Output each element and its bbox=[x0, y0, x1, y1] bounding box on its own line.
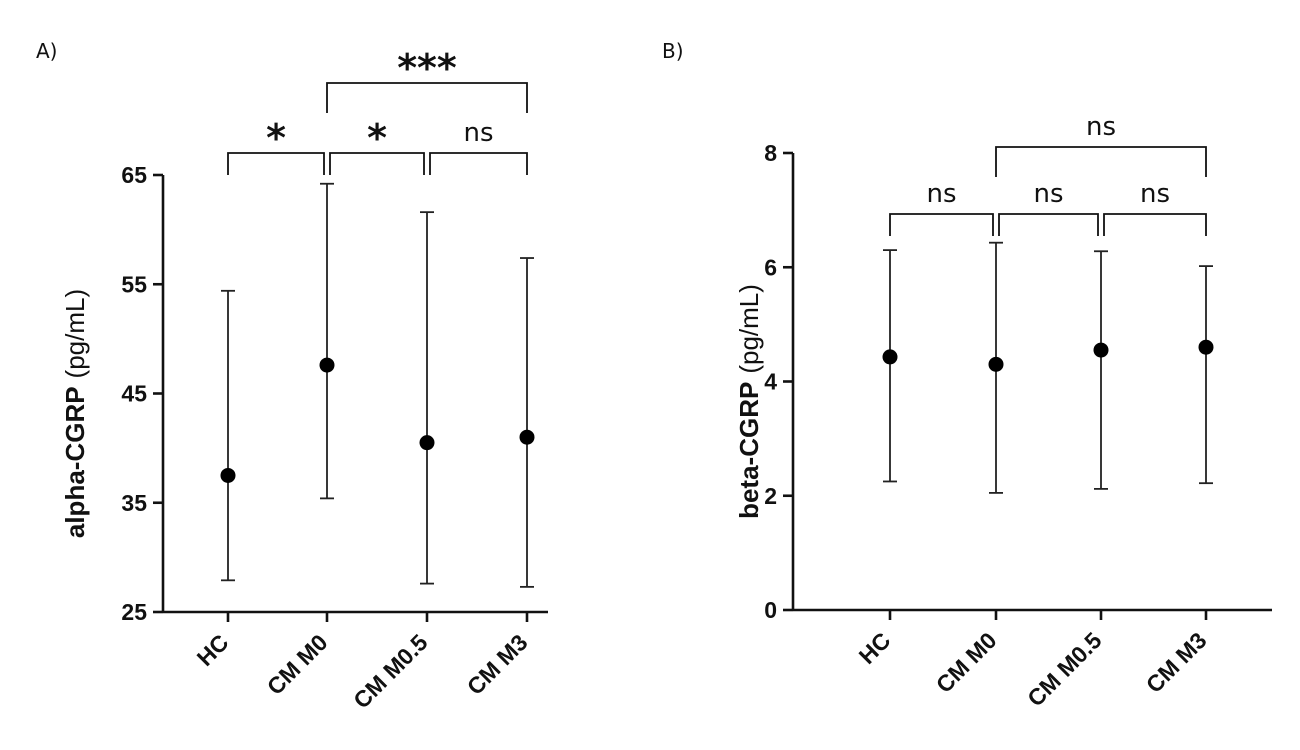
data-point bbox=[988, 356, 1004, 372]
significance-bracket bbox=[995, 146, 1207, 177]
y-axis-title-unit: (pg/mL) bbox=[60, 289, 90, 379]
x-tick-label: CM M0.5 bbox=[1022, 627, 1106, 711]
significance-label: ns bbox=[926, 179, 956, 209]
y-tick-label: 4 bbox=[764, 369, 777, 395]
x-tick-label: CM M0 bbox=[262, 629, 333, 700]
y-axis-title-unit: (pg/mL) bbox=[734, 284, 764, 374]
y-tick-label: 8 bbox=[764, 140, 777, 166]
x-tick-label: CM M3 bbox=[1141, 627, 1212, 698]
x-tick-label: CM M0.5 bbox=[348, 629, 432, 713]
y-tick-label: 25 bbox=[121, 599, 147, 625]
significance-bracket bbox=[889, 213, 994, 236]
significance-bracket bbox=[329, 152, 425, 175]
data-point bbox=[319, 357, 335, 373]
significance-bracket bbox=[227, 152, 325, 175]
y-tick-label: 6 bbox=[764, 254, 777, 280]
y-tick-label: 35 bbox=[121, 490, 147, 516]
significance-label: *** bbox=[397, 46, 457, 90]
significance-bracket bbox=[429, 152, 528, 175]
y-axis-title-name: beta-CGRP bbox=[734, 382, 764, 519]
panel-label: B) bbox=[662, 39, 684, 63]
panel-label: A) bbox=[36, 39, 57, 63]
significance-bracket bbox=[1103, 213, 1207, 236]
significance-bracket bbox=[326, 82, 528, 113]
y-axis-title: alpha-CGRP (pg/mL) bbox=[60, 289, 90, 538]
y-tick-label: 2 bbox=[764, 483, 777, 509]
significance-label: ns bbox=[463, 118, 493, 148]
significance-bracket bbox=[998, 213, 1099, 236]
data-point bbox=[419, 435, 435, 451]
data-point bbox=[519, 429, 535, 445]
data-point bbox=[220, 467, 236, 483]
x-tick-label: HC bbox=[192, 629, 234, 671]
y-axis-title: beta-CGRP (pg/mL) bbox=[734, 284, 764, 519]
data-point bbox=[1198, 339, 1214, 355]
significance-label: ns bbox=[1140, 179, 1170, 209]
x-tick-label: CM M0 bbox=[931, 627, 1002, 698]
significance-label: ns bbox=[1033, 179, 1063, 209]
y-tick-label: 55 bbox=[121, 271, 147, 297]
x-tick-label: HC bbox=[854, 627, 896, 669]
significance-label: * bbox=[266, 116, 286, 160]
data-point bbox=[882, 349, 898, 365]
data-point bbox=[1093, 342, 1109, 358]
y-tick-label: 0 bbox=[764, 597, 777, 623]
x-tick-label: CM M3 bbox=[462, 629, 533, 700]
y-tick-label: 45 bbox=[121, 381, 147, 407]
y-axis-title-name: alpha-CGRP bbox=[60, 386, 90, 538]
chart-panel-b: B) 0 2 4 6 8 HC CM M0 CM M0.5 CM M3 beta-CGRP (pg/m… bbox=[662, 39, 1272, 712]
significance-label: * bbox=[367, 116, 387, 160]
chart-panel-a: A) 25 35 45 55 65 HC CM M0 CM M0.5 CM M3 alpha-CGR… bbox=[36, 39, 548, 714]
y-tick-label: 65 bbox=[121, 162, 147, 188]
significance-label: ns bbox=[1086, 112, 1116, 142]
